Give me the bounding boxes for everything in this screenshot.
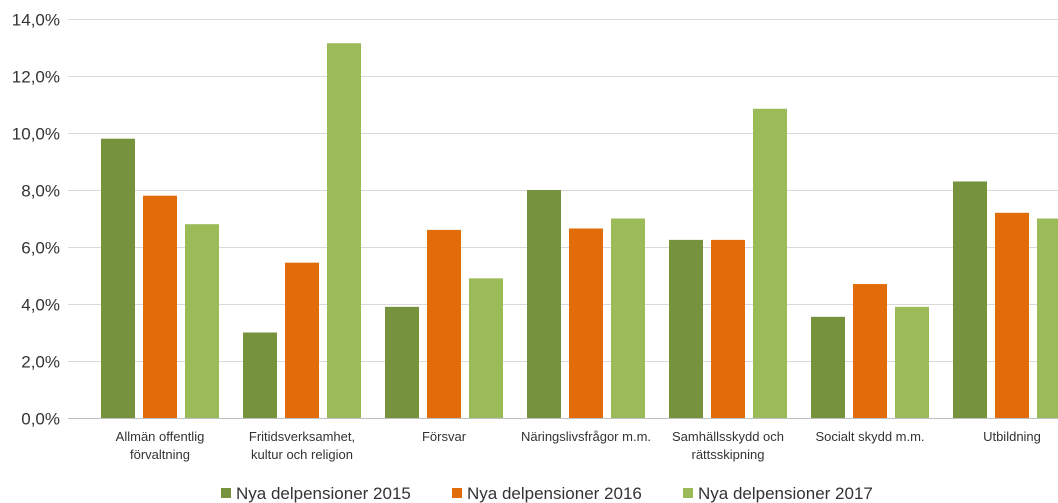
y-tick-label: 8,0% xyxy=(21,182,60,201)
y-tick-label: 6,0% xyxy=(21,239,60,258)
category-label-line: Näringslivsfrågor m.m. xyxy=(521,429,651,444)
bar xyxy=(853,284,887,418)
bar xyxy=(185,224,219,418)
category-label: Fritidsverksamhet, kultur och religion xyxy=(249,429,355,462)
category-label-line: Samhällsskydd och xyxy=(672,429,784,444)
category-label-line: Allmän offentlig xyxy=(116,429,205,444)
bar xyxy=(811,316,845,418)
category-label-line: Fritidsverksamhet, xyxy=(249,429,355,444)
category-label-line: kultur och religion xyxy=(251,447,353,462)
category-label-line: Försvar xyxy=(422,429,467,444)
bar xyxy=(143,195,177,418)
legend-label: Nya delpensioner 2016 xyxy=(467,484,642,503)
bar xyxy=(753,108,787,419)
category-label: Socialt skydd m.m. xyxy=(815,429,924,444)
legend-swatch xyxy=(452,488,462,498)
bar xyxy=(995,212,1029,418)
category-label: Allmän offentlig förvaltning xyxy=(116,429,205,462)
bar xyxy=(385,306,419,418)
bar xyxy=(527,190,561,418)
category-label-line: Utbildning xyxy=(983,429,1041,444)
category-label: Utbildning xyxy=(983,429,1041,444)
bar xyxy=(711,239,745,418)
category-label: Samhällsskydd och rättsskipning xyxy=(672,429,784,462)
legend: Nya delpensioner 2015 Nya delpensioner 20… xyxy=(221,484,873,503)
category-label: Försvar xyxy=(422,429,467,444)
category-labels: Allmän offentlig förvaltning Fritidsverksa… xyxy=(116,429,1041,462)
legend-item: Nya delpensioner 2017 xyxy=(683,484,873,503)
y-tick-label: 14,0% xyxy=(12,11,60,30)
bar xyxy=(243,332,277,418)
bar xyxy=(611,218,645,418)
legend-label: Nya delpensioner 2017 xyxy=(698,484,873,503)
y-tick-label: 4,0% xyxy=(21,296,60,315)
bar xyxy=(1037,218,1058,418)
y-axis-tick-labels: 0,0% 2,0% 4,0% 6,0% 8,0% 10,0% 12,0% 14,0% xyxy=(12,11,60,429)
bar xyxy=(895,306,929,418)
y-tick-label: 12,0% xyxy=(12,68,60,87)
bars xyxy=(101,43,1058,419)
y-tick-label: 10,0% xyxy=(12,125,60,144)
category-label-line: rättsskipning xyxy=(692,447,765,462)
category-label: Näringslivsfrågor m.m. xyxy=(521,429,651,444)
bar xyxy=(285,262,319,418)
legend-item: Nya delpensioner 2016 xyxy=(452,484,642,503)
bar xyxy=(327,43,361,418)
legend-label: Nya delpensioner 2015 xyxy=(236,484,411,503)
bar xyxy=(101,138,135,418)
legend-swatch xyxy=(221,488,231,498)
bar xyxy=(953,181,987,418)
bar xyxy=(469,278,503,418)
bar xyxy=(427,229,461,418)
y-tick-label: 2,0% xyxy=(21,353,60,372)
category-label-line: förvaltning xyxy=(130,447,190,462)
gridlines xyxy=(68,19,1058,362)
legend-item: Nya delpensioner 2015 xyxy=(221,484,411,503)
legend-swatch xyxy=(683,488,693,498)
category-label-line: Socialt skydd m.m. xyxy=(815,429,924,444)
y-tick-label: 0,0% xyxy=(21,410,60,429)
bar xyxy=(669,239,703,418)
bar xyxy=(569,228,603,418)
